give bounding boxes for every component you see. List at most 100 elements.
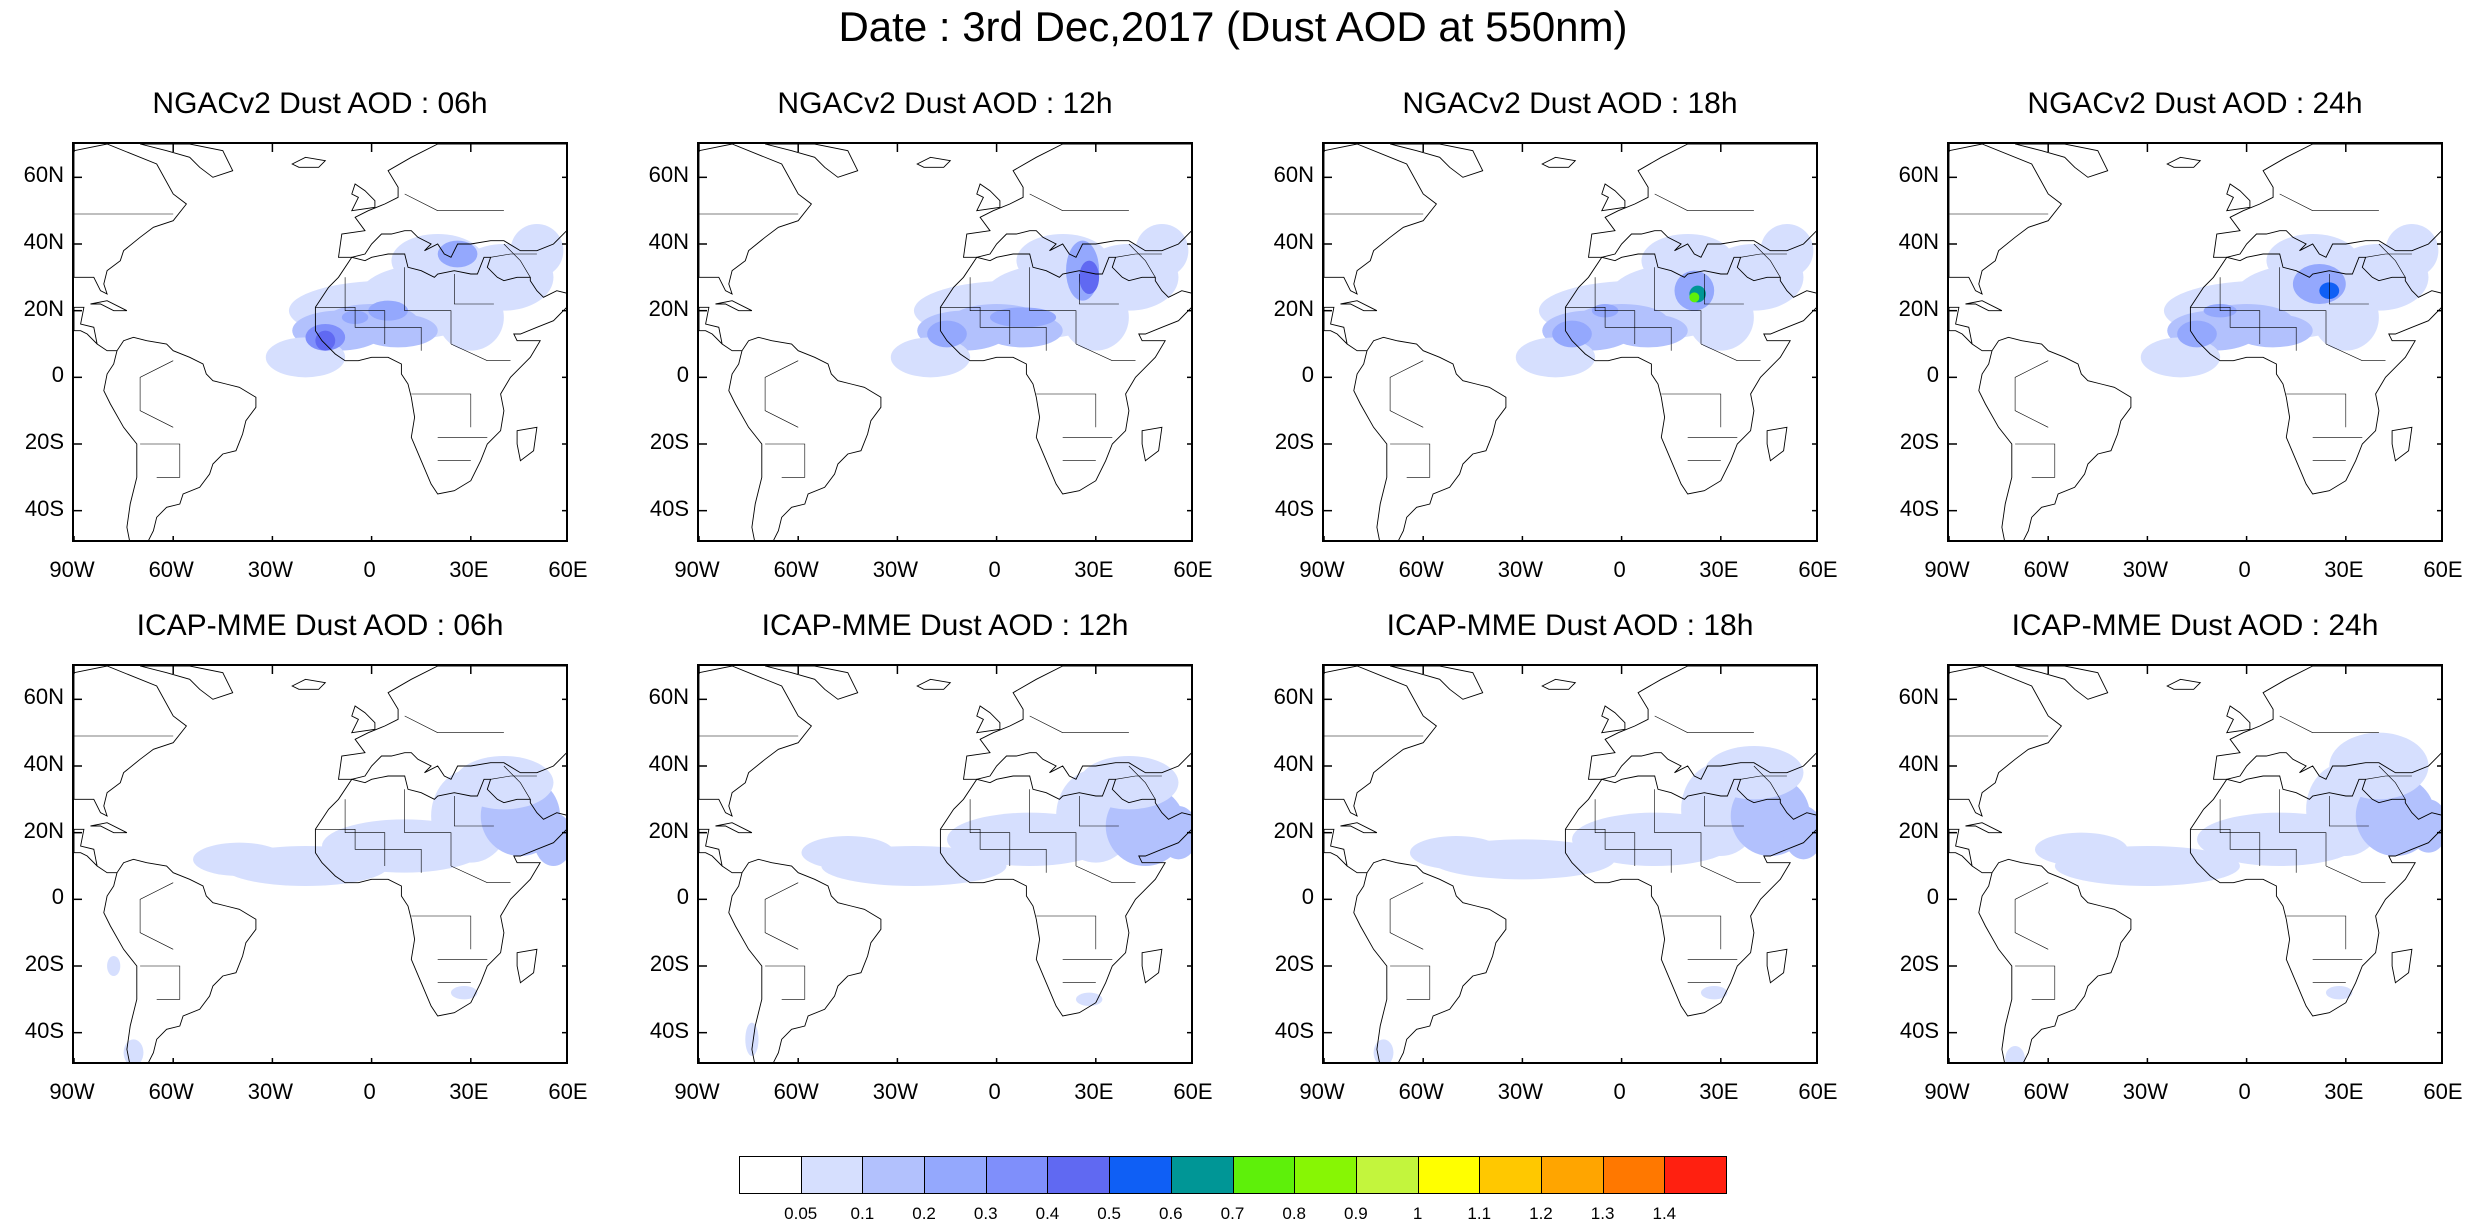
lon-tick-label: 60W	[1398, 557, 1444, 582]
country-border	[450, 865, 511, 883]
lat-tick-label: 60N	[1898, 684, 1939, 710]
country-border	[140, 443, 181, 478]
coastline	[139, 144, 234, 178]
country-border	[1700, 343, 1761, 361]
coastline	[1541, 156, 1577, 168]
lon-tick-label: 90W	[674, 1079, 720, 1104]
coastline	[2212, 666, 2441, 780]
dust-patch	[1158, 806, 1191, 860]
lon-tick-label: 0	[988, 1079, 1001, 1104]
colorbar-swatch	[800, 1156, 864, 1194]
coastline	[1141, 948, 1163, 984]
country-border	[764, 360, 799, 428]
dust-aod-map	[699, 666, 1191, 1062]
country-border	[765, 965, 806, 1000]
colorbar-label: 0.4	[1035, 1204, 1060, 1223]
dust-patch	[1700, 986, 1728, 1000]
dust-patch	[1783, 806, 1816, 860]
dust-patch	[450, 986, 478, 1000]
country-border	[140, 965, 181, 1000]
coastline	[90, 822, 128, 834]
colorbar-label: 0.05	[784, 1204, 818, 1223]
coastline	[699, 306, 882, 540]
lat-tick-label: 20N	[648, 817, 689, 843]
country-border	[503, 243, 531, 278]
dust-patch	[890, 337, 971, 378]
colorbar-label: 0.6	[1158, 1204, 1183, 1223]
coastline	[314, 775, 566, 1017]
country-border	[1740, 775, 1787, 780]
lat-tick-label: 20N	[1273, 817, 1314, 843]
lat-tick-label: 0	[1301, 362, 1314, 388]
coastline	[715, 822, 753, 834]
lat-tick-label: 20S	[1899, 429, 1939, 454]
dust-patch	[1515, 337, 1596, 378]
colorbar-swatch	[862, 1156, 926, 1194]
coastline	[962, 666, 1191, 780]
coastline	[699, 666, 813, 817]
country-border	[1753, 243, 1781, 278]
lat-tick-label: 60N	[23, 684, 64, 710]
coastline	[1324, 306, 1507, 540]
lon-tick-label: 0	[363, 557, 376, 582]
coastline	[2226, 705, 2251, 734]
country-border	[2378, 765, 2406, 800]
colorbar-label: 1.3	[1590, 1204, 1615, 1223]
country-border	[765, 443, 806, 478]
lat-tick-label: 40N	[23, 229, 64, 254]
lon-tick-label: 60W	[148, 557, 194, 582]
coastline	[139, 666, 234, 700]
lat-tick-label: 60N	[1898, 162, 1939, 188]
country-border	[2279, 715, 2379, 733]
lon-tick-label: 0	[988, 557, 1001, 582]
coastline	[1601, 183, 1626, 212]
lat-tick-label: 0	[1926, 362, 1939, 388]
coastline	[1766, 948, 1788, 984]
coastline	[916, 678, 952, 690]
lat-tick-label: 40S	[1274, 1017, 1314, 1043]
colorbar-swatch	[1479, 1156, 1542, 1194]
lon-tick-label: 30E	[1699, 1079, 1739, 1104]
lon-tick-label: 30W	[247, 557, 294, 582]
lon-tick-label: 90W	[674, 557, 720, 582]
lat-tick-label: 0	[676, 362, 689, 388]
coastline	[764, 144, 859, 178]
dust-patch	[1075, 992, 1103, 1006]
country-border	[1740, 253, 1787, 258]
coastline	[699, 144, 813, 295]
lat-tick-label: 20S	[24, 951, 64, 976]
country-border	[1661, 915, 1722, 950]
coastline	[291, 678, 327, 690]
dust-patch	[368, 300, 408, 321]
country-border	[1565, 829, 1672, 873]
dust-aod-map	[1324, 666, 1816, 1062]
map-frame	[1947, 664, 2443, 1064]
country-border	[454, 796, 494, 827]
country-border	[2279, 267, 2327, 344]
lat-tick-label: 40N	[1273, 751, 1314, 776]
lat-tick-label: 40N	[1898, 751, 1939, 776]
colorbar-swatch	[1047, 1156, 1111, 1194]
colorbar-label: 0.7	[1220, 1204, 1245, 1223]
country-border	[1753, 765, 1781, 800]
country-border	[411, 915, 472, 950]
lat-tick-label: 20S	[1899, 951, 1939, 976]
coastline	[976, 183, 1001, 212]
coastline	[314, 253, 566, 495]
country-border	[1654, 789, 1702, 866]
lon-tick-label: 30E	[449, 557, 489, 582]
lon-tick-label: 90W	[1924, 557, 1970, 582]
country-border	[1115, 775, 1162, 780]
map-frame	[697, 142, 1193, 542]
lat-tick-label: 20N	[23, 817, 64, 843]
country-border	[450, 343, 511, 361]
lat-tick-label: 20S	[649, 429, 689, 454]
country-border	[490, 253, 537, 258]
country-border	[490, 775, 537, 780]
colorbar-swatch	[1109, 1156, 1172, 1194]
coastline	[1965, 300, 2003, 312]
coastline	[1949, 666, 2063, 817]
lat-tick-label: 0	[51, 362, 64, 388]
lat-tick-label: 40N	[648, 229, 689, 254]
coastline	[1340, 822, 1378, 834]
